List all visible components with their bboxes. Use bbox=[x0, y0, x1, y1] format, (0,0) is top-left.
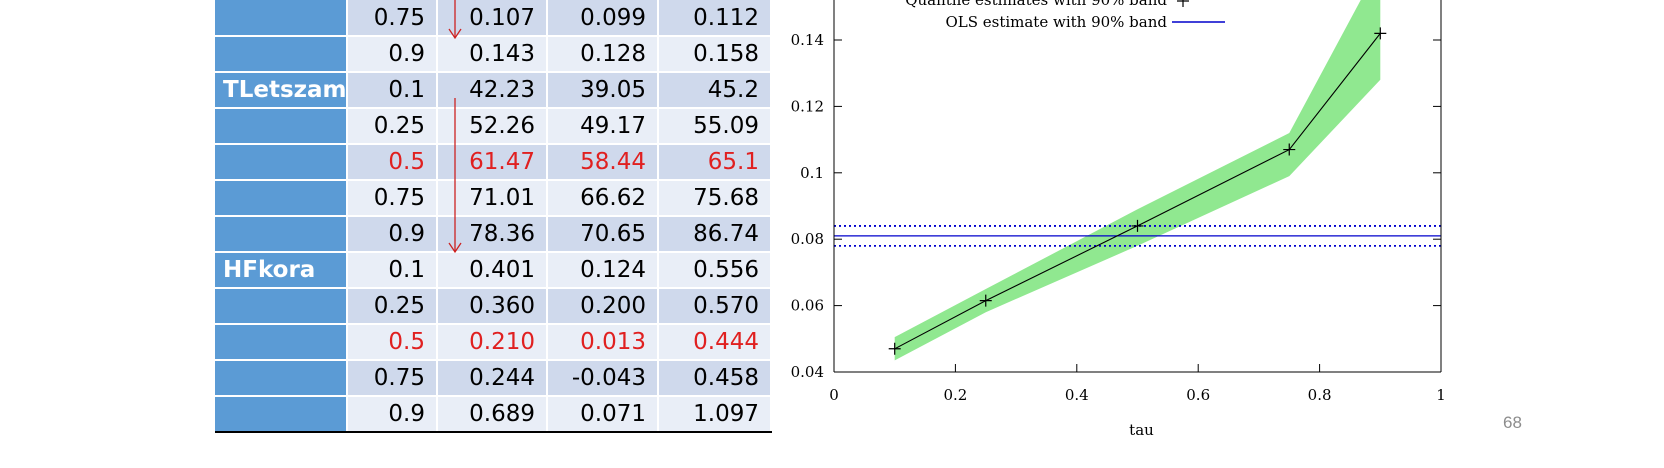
x-tick-label: 1 bbox=[1436, 386, 1446, 404]
legend-ols-label: OLS estimate with 90% band bbox=[945, 13, 1167, 31]
lower-bound-cell: 70.65 bbox=[547, 216, 659, 253]
y-tick-label: 0.04 bbox=[791, 363, 824, 381]
x-tick-label: 0.2 bbox=[943, 386, 967, 404]
y-tick-label: 0.12 bbox=[791, 97, 824, 115]
quantile-point bbox=[1374, 27, 1387, 40]
upper-bound-cell: 0.458 bbox=[658, 360, 772, 397]
table-row: 0.75 0.107 0.099 0.112 bbox=[215, 0, 772, 37]
legend-quantile-label: Quantile estimates with 90% band bbox=[905, 0, 1167, 9]
quantile-cell: 0.9 bbox=[347, 216, 438, 253]
quantile-cell: 0.75 bbox=[347, 360, 438, 397]
upper-bound-cell: 65.1 bbox=[658, 144, 772, 181]
upper-bound-cell: 0.112 bbox=[658, 0, 772, 37]
row-label-cell bbox=[215, 396, 348, 433]
quantile-cell: 0.9 bbox=[347, 36, 438, 73]
lower-bound-cell: 0.200 bbox=[547, 288, 659, 325]
upper-bound-cell: 55.09 bbox=[658, 108, 772, 145]
quantile-cell: 0.25 bbox=[347, 108, 438, 145]
lower-bound-cell: 49.17 bbox=[547, 108, 659, 145]
lower-bound-cell: 66.62 bbox=[547, 180, 659, 217]
lower-bound-cell: 0.099 bbox=[547, 0, 659, 37]
upper-bound-cell: 0.570 bbox=[658, 288, 772, 325]
lower-bound-cell: 0.128 bbox=[547, 36, 659, 73]
table-row: 0.25 0.360 0.200 0.570 bbox=[215, 288, 772, 325]
plot-area bbox=[834, 0, 1441, 361]
page-number: 68 bbox=[1503, 413, 1522, 432]
trend-arrow-head bbox=[448, 242, 462, 254]
lower-bound-cell: 39.05 bbox=[547, 71, 659, 109]
upper-bound-cell: 0.158 bbox=[658, 36, 772, 73]
row-label-cell bbox=[215, 108, 348, 145]
estimate-cell: 0.210 bbox=[437, 324, 548, 361]
row-label-cell bbox=[215, 36, 348, 73]
trend-arrows bbox=[448, 0, 462, 254]
row-label-cell bbox=[215, 216, 348, 253]
quantile-point bbox=[979, 294, 992, 307]
x-tick-label: 0.4 bbox=[1065, 386, 1089, 404]
row-label-cell: TLetszam bbox=[215, 71, 348, 109]
table-row: 0.75 0.244 -0.043 0.458 bbox=[215, 360, 772, 397]
quantile-cell: 0.1 bbox=[347, 251, 438, 289]
lower-bound-cell: 0.013 bbox=[547, 324, 659, 361]
row-label-cell: HFkora bbox=[215, 251, 348, 289]
lower-bound-cell: -0.043 bbox=[547, 360, 659, 397]
x-tick-label: 0.8 bbox=[1308, 386, 1332, 404]
legend-quantile-marker bbox=[1177, 0, 1189, 7]
results-table: 0.75 0.107 0.099 0.112 0.9 0.143 0.128 0.158 TLe… bbox=[215, 0, 772, 433]
y-tick-label: 0.06 bbox=[791, 297, 824, 315]
quantile-point bbox=[1283, 143, 1296, 156]
row-label-cell bbox=[215, 144, 348, 181]
table-row: 0.9 0.143 0.128 0.158 bbox=[215, 36, 772, 73]
row-label-cell bbox=[215, 324, 348, 361]
table-row: TLetszam 0.1 42.23 39.05 45.2 bbox=[215, 71, 772, 109]
table-row: 0.5 61.47 58.44 65.1 bbox=[215, 144, 772, 181]
row-label-cell bbox=[215, 180, 348, 217]
y-tick-label: 0.14 bbox=[791, 31, 824, 49]
table-row: 0.9 78.36 70.65 86.74 bbox=[215, 216, 772, 253]
upper-bound-cell: 75.68 bbox=[658, 180, 772, 217]
table-row: HFkora 0.1 0.401 0.124 0.556 bbox=[215, 251, 772, 289]
y-tick-label: 0.08 bbox=[791, 230, 824, 248]
estimate-cell: 0.244 bbox=[437, 360, 548, 397]
estimate-cell: 0.143 bbox=[437, 36, 548, 73]
quantile-cell: 0.5 bbox=[347, 324, 438, 361]
trend-arrow-head bbox=[448, 28, 462, 40]
quantile-cell: 0.75 bbox=[347, 0, 438, 37]
quantile-cell: 0.75 bbox=[347, 180, 438, 217]
upper-bound-cell: 45.2 bbox=[658, 71, 772, 109]
quantile-cell: 0.1 bbox=[347, 71, 438, 109]
upper-bound-cell: 0.444 bbox=[658, 324, 772, 361]
upper-bound-cell: 1.097 bbox=[658, 396, 772, 433]
x-tick-label: 0.6 bbox=[1186, 386, 1210, 404]
quantile-cell: 0.9 bbox=[347, 396, 438, 433]
row-label-cell bbox=[215, 288, 348, 325]
x-axis-label: tau bbox=[1129, 421, 1154, 439]
estimate-cell: 42.23 bbox=[437, 71, 548, 109]
row-label-cell bbox=[215, 0, 348, 37]
x-tick-label: 0 bbox=[829, 386, 839, 404]
quantile-point bbox=[888, 342, 901, 355]
estimate-cell: 0.689 bbox=[437, 396, 548, 433]
lower-bound-cell: 0.071 bbox=[547, 396, 659, 433]
table-row: 0.9 0.689 0.071 1.097 bbox=[215, 396, 772, 433]
quantile-band bbox=[894, 0, 1381, 361]
quantile-cell: 0.25 bbox=[347, 288, 438, 325]
upper-bound-cell: 86.74 bbox=[658, 216, 772, 253]
quantile-chart: 0.04 0.06 0.08 0.1 0.12 0.14 0 0.2 0.4 0.6 0.8 1 tau… bbox=[791, 0, 1446, 439]
estimate-cell: 0.360 bbox=[437, 288, 548, 325]
quantile-table: 0.75 0.107 0.099 0.112 0.9 0.143 0.128 0.158 TLe… bbox=[215, 0, 772, 433]
quantile-point bbox=[1131, 219, 1144, 232]
y-tick-label: 0.1 bbox=[800, 164, 824, 182]
upper-bound-cell: 0.556 bbox=[658, 251, 772, 289]
estimate-cell: 0.401 bbox=[437, 251, 548, 289]
row-label-cell bbox=[215, 360, 348, 397]
quantile-cell: 0.5 bbox=[347, 144, 438, 181]
table-row: 0.5 0.210 0.013 0.444 bbox=[215, 324, 772, 361]
lower-bound-cell: 58.44 bbox=[547, 144, 659, 181]
lower-bound-cell: 0.124 bbox=[547, 251, 659, 289]
